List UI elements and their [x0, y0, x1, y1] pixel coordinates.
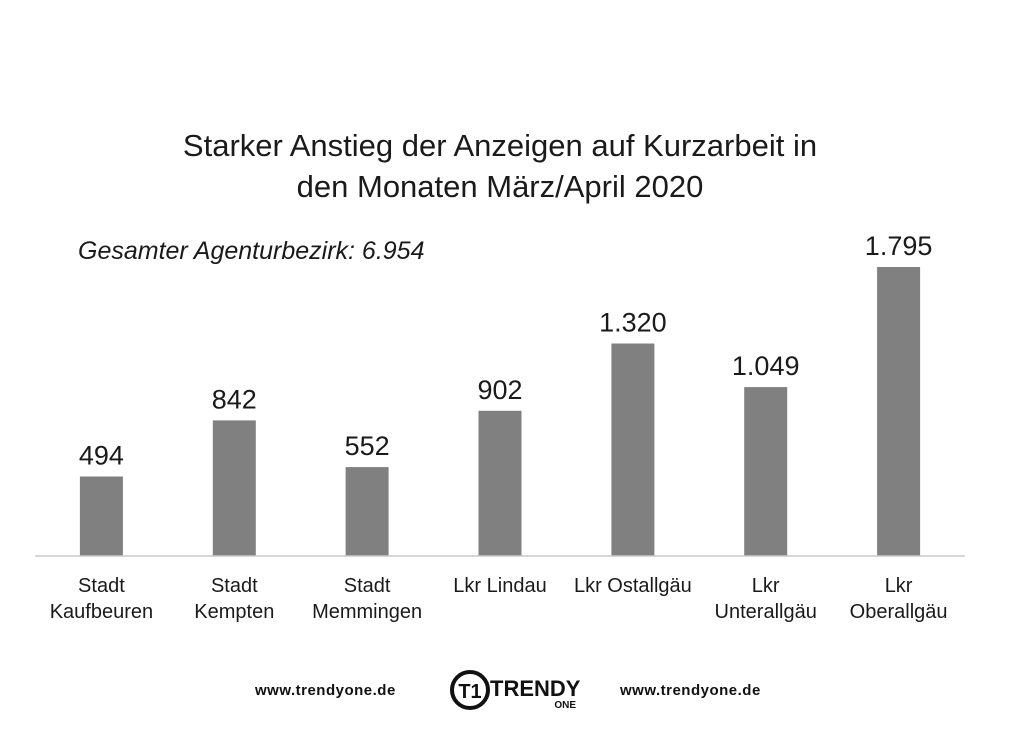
category-label-6-line-1: Oberallgäu [850, 601, 948, 623]
footer-url-right[interactable]: www.trendyone.de [620, 682, 761, 699]
value-label-2: 552 [345, 431, 390, 461]
bar-1 [212, 420, 256, 556]
bar-3 [478, 410, 522, 556]
category-label-0-line-1: Kaufbeuren [50, 601, 153, 623]
chart-title-line-2: den Monaten März/April 2020 [297, 169, 704, 204]
bars-group [79, 267, 921, 556]
footer: www.trendyone.de T1 TRENDY ONE www.trend… [0, 668, 1024, 718]
chart-subtitle: Gesamter Agenturbezirk: 6.954 [78, 237, 424, 265]
value-label-0: 494 [79, 441, 124, 471]
bar-2 [345, 467, 389, 556]
logo-text: TRENDY [490, 676, 581, 701]
category-label-0-line-0: Stadt [78, 575, 125, 597]
category-label-2-line-0: Stadt [344, 575, 391, 597]
bar-4 [611, 343, 655, 556]
logo-ring-icon [450, 670, 490, 710]
category-label-6-line-0: Lkr [885, 575, 913, 597]
bar-5 [744, 387, 788, 556]
category-label-4-line-0: Lkr Ostallgäu [574, 575, 692, 597]
category-label-1-line-0: Stadt [211, 575, 258, 597]
category-label-1-line-1: Kempten [194, 601, 274, 623]
value-label-6: 1.795 [865, 231, 933, 261]
category-labels-group: Stadt Kaufbeuren Stadt Kempten Stadt Memminge… [50, 575, 948, 623]
category-label-2-line-1: Memmingen [312, 601, 422, 623]
value-label-3: 902 [477, 375, 522, 405]
category-label-3-line-0: Lkr Lindau [453, 575, 546, 597]
value-label-4: 1.320 [599, 308, 667, 338]
category-label-5-line-0: Lkr [752, 575, 780, 597]
bar-6 [877, 267, 921, 556]
logo-subtext: ONE [554, 700, 576, 711]
value-label-5: 1.049 [732, 351, 800, 381]
category-label-5-line-1: Unterallgäu [715, 601, 817, 623]
logo-mark: T1 [458, 681, 481, 703]
bar-0 [79, 476, 123, 556]
footer-url-left[interactable]: www.trendyone.de [255, 682, 396, 699]
trendyone-logo: T1 TRENDY ONE [450, 670, 581, 711]
value-labels-group: 494 842 552 902 1.320 1.049 1.795 [79, 231, 933, 471]
value-label-1: 842 [212, 384, 257, 414]
chart-title-line-1: Starker Anstieg der Anzeigen auf Kurzarb… [183, 128, 817, 163]
